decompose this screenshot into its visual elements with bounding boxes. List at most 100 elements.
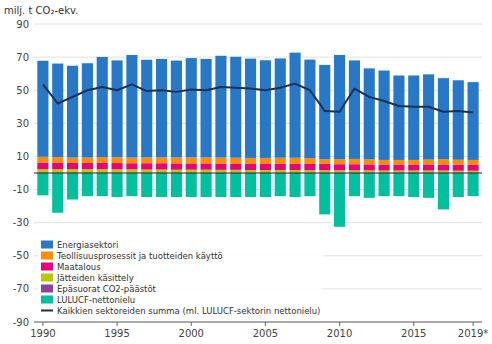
bar-segment — [423, 160, 434, 165]
bar-segment — [393, 160, 404, 165]
bar-segment — [112, 173, 123, 197]
x-tick-label: 1990 — [30, 328, 55, 339]
bar-segment — [275, 164, 286, 170]
bar-segment — [453, 173, 464, 197]
bar-segment — [468, 173, 479, 196]
bar-segment — [349, 164, 360, 170]
bar-segment — [67, 163, 78, 169]
bar-segment — [290, 173, 301, 197]
legend-label: Maatalous — [57, 262, 101, 272]
bar-segment — [37, 173, 48, 195]
plot-area — [34, 53, 482, 227]
bar-segment — [408, 160, 419, 165]
bar-segment — [97, 163, 108, 169]
bar-segment — [215, 164, 226, 170]
grid-line — [34, 24, 482, 25]
legend-swatch — [41, 310, 53, 312]
bar-segment — [334, 173, 345, 227]
y-tick-label: 70 — [16, 52, 29, 63]
y-tick-label: 50 — [16, 85, 29, 96]
bar-segment — [112, 169, 123, 172]
x-tick-label: 2015 — [401, 328, 426, 339]
bar-segment — [141, 163, 152, 169]
bar-segment — [245, 164, 256, 170]
bar-segment — [349, 60, 360, 159]
bar-segment — [37, 157, 48, 163]
bar-segment — [423, 74, 434, 159]
bar-segment — [379, 173, 390, 196]
bar-segment — [468, 171, 479, 173]
grid — [34, 24, 482, 322]
bar-segment — [438, 173, 449, 209]
bar-segment — [230, 57, 241, 158]
bar-segment — [468, 160, 479, 165]
bar-segment — [201, 59, 212, 158]
bar-segment — [156, 157, 167, 163]
bar-segment — [468, 165, 479, 171]
bar-segment — [186, 163, 197, 169]
bar-segment — [334, 159, 345, 164]
x-tick — [42, 322, 43, 326]
bar-segment — [334, 164, 345, 170]
bar-segment — [304, 164, 315, 170]
bar-segment — [275, 170, 286, 172]
x-tick — [473, 322, 474, 326]
bar-segment — [453, 171, 464, 173]
bar-segment — [393, 171, 404, 173]
bar-segment — [408, 171, 419, 173]
bar-segment — [52, 169, 63, 172]
y-axis-label: milj. t CO₂-ekv. — [4, 5, 78, 16]
x-tick-label: 2005 — [253, 328, 278, 339]
bar-segment — [319, 173, 330, 214]
bar-segment — [334, 170, 345, 172]
y-tick-label: -10 — [13, 184, 29, 195]
bar-segment — [82, 158, 93, 163]
bar-segment — [319, 164, 330, 170]
bar-segment — [290, 158, 301, 164]
bar-segment — [97, 157, 108, 163]
legend-swatch — [41, 285, 53, 293]
bar-segment — [97, 169, 108, 172]
bar-segment — [423, 165, 434, 171]
bar-segment — [126, 163, 137, 169]
bar-segment — [171, 163, 182, 169]
bar-segment — [423, 171, 434, 173]
bar-segment — [230, 164, 241, 170]
bar-segment — [230, 173, 241, 197]
legend-background — [38, 237, 323, 318]
bar-segment — [215, 173, 226, 197]
bar-segment — [245, 59, 256, 158]
bar-segment — [126, 169, 137, 172]
bar-segment — [141, 157, 152, 163]
bar-segment — [52, 64, 63, 158]
bar-segment — [468, 82, 479, 160]
bar-segment — [319, 170, 330, 172]
x-tick-label: 1995 — [104, 328, 129, 339]
bar-segment — [408, 173, 419, 197]
bar-segment — [379, 171, 390, 173]
bar-segment — [112, 157, 123, 163]
bar-segment — [201, 170, 212, 173]
bar-segment — [171, 173, 182, 197]
bar-segment — [245, 170, 256, 172]
bar-segment — [364, 164, 375, 170]
bar-segment — [186, 58, 197, 157]
bar-segment — [364, 159, 375, 164]
bar-segment — [141, 60, 152, 158]
bar-segment — [453, 80, 464, 159]
bar-segment — [201, 173, 212, 197]
bar-segment — [260, 158, 271, 164]
x-tick — [191, 322, 192, 326]
bar-segment — [379, 71, 390, 160]
bar-segment — [245, 158, 256, 164]
bar-segment — [275, 173, 286, 196]
bar-segment — [290, 170, 301, 172]
bar-segment — [52, 157, 63, 162]
x-tick-label: 2010 — [327, 328, 352, 339]
bar-segment — [304, 170, 315, 172]
legend-label: Teollisuusprosessit ja tuotteiden käyttö — [56, 251, 223, 261]
bar-segment — [275, 58, 286, 157]
bar-segment — [215, 158, 226, 164]
bar-segment — [67, 169, 78, 172]
x-tick — [413, 322, 414, 326]
